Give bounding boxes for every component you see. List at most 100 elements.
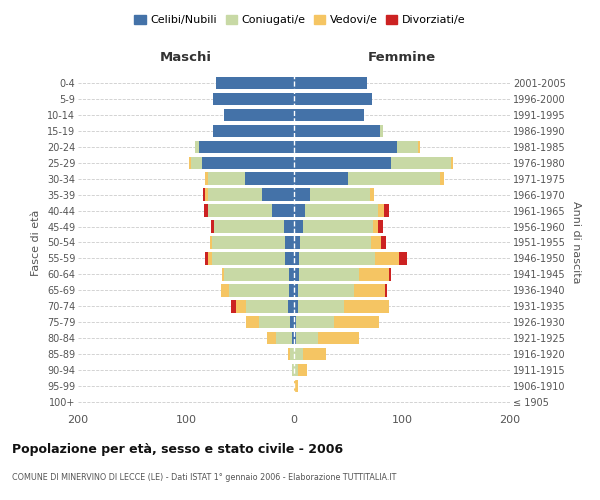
Bar [383, 204, 389, 217]
Legend: Celibi/Nubili, Coniugati/e, Vedovi/e, Divorziati/e: Celibi/Nubili, Coniugati/e, Vedovi/e, Di… [130, 10, 470, 30]
Bar [203, 188, 205, 201]
Bar [211, 220, 214, 233]
Bar [296, 332, 318, 344]
Bar [208, 172, 245, 185]
Bar [299, 252, 375, 264]
Bar [194, 140, 199, 153]
Bar [310, 188, 370, 201]
Bar [294, 300, 298, 312]
Bar [247, 300, 287, 312]
Bar [294, 268, 299, 280]
Bar [382, 236, 386, 248]
Bar [294, 172, 348, 185]
Bar [371, 236, 382, 248]
Bar [289, 268, 294, 280]
Bar [378, 204, 383, 217]
Bar [208, 252, 212, 264]
Bar [375, 252, 399, 264]
Bar [397, 140, 418, 153]
Bar [373, 220, 378, 233]
Bar [214, 220, 284, 233]
Bar [370, 188, 374, 201]
Bar [294, 188, 310, 201]
Bar [208, 188, 262, 201]
Bar [344, 300, 389, 312]
Bar [267, 332, 275, 344]
Bar [294, 156, 391, 169]
Bar [287, 348, 290, 360]
Bar [294, 380, 298, 392]
Bar [290, 316, 294, 328]
Bar [305, 204, 378, 217]
Bar [224, 268, 289, 280]
Bar [213, 124, 294, 137]
Bar [191, 156, 202, 169]
Bar [294, 220, 302, 233]
Bar [210, 236, 212, 248]
Bar [318, 332, 359, 344]
Bar [212, 236, 286, 248]
Bar [302, 220, 373, 233]
Bar [348, 172, 440, 185]
Bar [440, 172, 444, 185]
Bar [294, 108, 364, 121]
Bar [229, 284, 289, 296]
Bar [302, 348, 326, 360]
Bar [212, 252, 286, 264]
Bar [208, 204, 272, 217]
Bar [385, 284, 387, 296]
Text: Popolazione per età, sesso e stato civile - 2006: Popolazione per età, sesso e stato civil… [12, 442, 343, 456]
Bar [294, 348, 302, 360]
Bar [287, 300, 294, 312]
Bar [294, 92, 372, 105]
Bar [391, 156, 451, 169]
Bar [286, 252, 294, 264]
Y-axis label: Fasce di età: Fasce di età [31, 210, 41, 276]
Bar [294, 364, 298, 376]
Bar [205, 188, 208, 201]
Y-axis label: Anni di nascita: Anni di nascita [571, 201, 581, 284]
Bar [298, 300, 344, 312]
Bar [294, 204, 305, 217]
Text: Femmine: Femmine [368, 51, 436, 64]
Text: Maschi: Maschi [160, 51, 212, 64]
Bar [213, 92, 294, 105]
Bar [272, 204, 294, 217]
Bar [294, 252, 299, 264]
Bar [262, 188, 294, 201]
Bar [294, 284, 298, 296]
Bar [299, 268, 359, 280]
Bar [216, 77, 294, 89]
Text: COMUNE DI MINERVINO DI LECCE (LE) - Dati ISTAT 1° gennaio 2006 - Elaborazione TU: COMUNE DI MINERVINO DI LECCE (LE) - Dati… [12, 472, 397, 482]
Bar [232, 300, 236, 312]
Bar [380, 124, 383, 137]
Bar [275, 332, 292, 344]
Bar [296, 316, 334, 328]
Bar [205, 252, 208, 264]
Bar [236, 300, 247, 312]
Bar [245, 172, 294, 185]
Bar [202, 156, 294, 169]
Bar [294, 332, 296, 344]
Bar [359, 268, 389, 280]
Bar [355, 284, 385, 296]
Bar [292, 332, 294, 344]
Bar [298, 364, 307, 376]
Bar [247, 316, 259, 328]
Bar [418, 140, 421, 153]
Bar [259, 316, 290, 328]
Bar [399, 252, 407, 264]
Bar [378, 220, 383, 233]
Bar [199, 140, 294, 153]
Bar [334, 316, 379, 328]
Bar [205, 204, 208, 217]
Bar [298, 284, 355, 296]
Bar [224, 108, 294, 121]
Bar [294, 140, 397, 153]
Bar [294, 77, 367, 89]
Bar [205, 172, 208, 185]
Bar [290, 348, 294, 360]
Bar [451, 156, 453, 169]
Bar [221, 284, 229, 296]
Bar [189, 156, 191, 169]
